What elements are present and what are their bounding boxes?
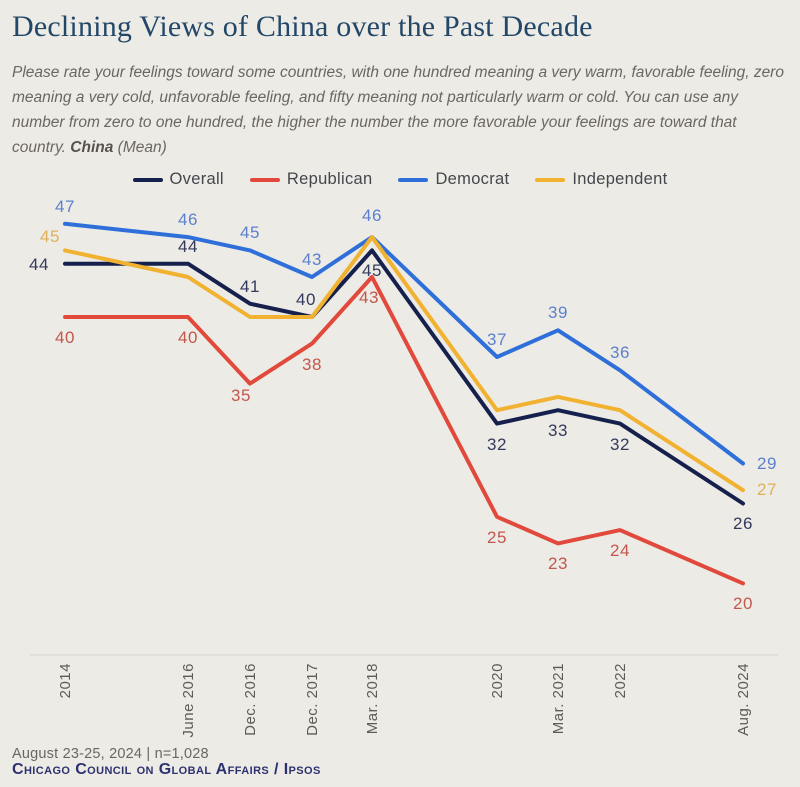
chart-subtitle: Please rate your feelings toward some co… (12, 60, 790, 160)
point-label-republican-3: 38 (302, 354, 322, 374)
point-label-republican-2: 35 (231, 385, 251, 405)
series-line-overall (63, 248, 745, 506)
point-label-overall-3: 40 (296, 290, 316, 309)
point-label-democrat-8: 29 (757, 453, 777, 473)
plot-area (30, 221, 778, 656)
legend-swatch-independent (535, 177, 566, 182)
source-attribution: Chicago Council on Global Affairs / Ipso… (12, 761, 321, 778)
legend-swatch-overall (132, 177, 163, 182)
point-label-republican-7: 24 (610, 541, 630, 561)
legend-swatch-democrat (398, 177, 429, 182)
point-label-republican-8: 20 (733, 594, 753, 614)
point-label-republican-1: 40 (178, 328, 198, 347)
legend-item-democrat: Democrat (398, 170, 509, 189)
x-axis-label-7: 2022 (612, 663, 629, 699)
point-label-independent-8: 27 (757, 480, 777, 500)
point-label-republican-0: 40 (55, 328, 75, 347)
x-axis-label-0: 2014 (57, 663, 74, 699)
point-label-democrat-2: 45 (240, 223, 260, 243)
point-label-democrat-1: 46 (178, 210, 198, 230)
point-label-republican-5: 25 (487, 527, 507, 547)
point-label-overall-6: 33 (548, 421, 568, 441)
x-axis-label-1: June 2016 (180, 663, 197, 738)
series-line-democrat (63, 221, 745, 466)
point-label-overall-2: 41 (240, 276, 260, 296)
legend: Overall Republican Democrat Independent (0, 170, 800, 189)
legend-label-republican: Republican (286, 170, 373, 188)
point-label-independent-0: 45 (40, 227, 60, 247)
subtitle-country-emphasis: China (70, 139, 114, 156)
legend-item-independent: Independent (535, 170, 667, 189)
point-label-republican-4: 43 (359, 288, 379, 308)
point-label-democrat-3: 43 (302, 250, 322, 270)
series-line-independent (63, 235, 745, 493)
x-axis-label-4: Mar. 2018 (364, 663, 381, 735)
legend-label-overall: Overall (169, 170, 224, 188)
x-axis-label-8: Aug. 2024 (735, 663, 752, 736)
legend-item-overall: Overall (132, 170, 224, 189)
point-label-democrat-4: 46 (362, 206, 382, 226)
x-axis-label-2: Dec. 2016 (242, 663, 259, 736)
series-line-republican (63, 275, 745, 586)
subtitle-text: Please rate your feelings toward some co… (12, 64, 784, 156)
legend-label-independent: Independent (572, 170, 668, 188)
point-label-overall-8: 26 (733, 514, 753, 534)
point-label-republican-6: 23 (548, 554, 568, 574)
chart-title: Declining Views of China over the Past D… (12, 10, 593, 43)
legend-swatch-republican (249, 177, 280, 182)
point-label-democrat-5: 37 (487, 329, 507, 349)
legend-label-democrat: Democrat (435, 170, 510, 188)
point-label-overall-4: 45 (362, 261, 382, 281)
survey-date-samplesize: August 23-25, 2024 | n=1,028 (12, 746, 209, 762)
subtitle-mean-note: (Mean) (113, 139, 167, 156)
x-axis-label-5: 2020 (489, 663, 506, 699)
legend-item-republican: Republican (249, 170, 373, 189)
x-axis-label-6: Mar. 2021 (550, 663, 567, 735)
point-label-democrat-6: 39 (548, 303, 568, 323)
point-label-overall-1: 44 (178, 236, 198, 256)
point-label-democrat-7: 36 (610, 343, 630, 363)
x-axis-label-3: Dec. 2017 (304, 663, 321, 736)
point-label-overall-0: 44 (29, 254, 49, 274)
point-label-overall-7: 32 (610, 434, 630, 454)
point-label-democrat-0: 47 (55, 196, 75, 216)
point-label-overall-5: 32 (487, 434, 507, 454)
